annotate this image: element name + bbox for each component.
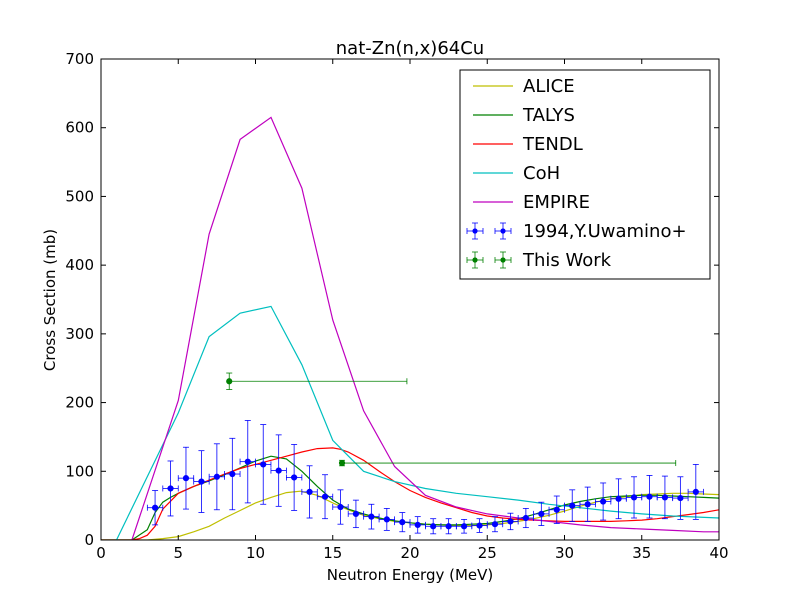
x-axis-label: Neutron Energy (MeV)	[327, 566, 494, 584]
data-point-1994-y-uwamino	[275, 467, 282, 474]
y-tick-label: 300	[65, 325, 94, 343]
legend-box	[459, 69, 711, 280]
y-tick-label: 200	[65, 394, 94, 412]
data-point-1994-y-uwamino	[260, 461, 267, 468]
legend-marker-1994-y-uwamino	[500, 228, 506, 234]
series-line-coh	[115, 305, 719, 540]
data-point-1994-y-uwamino	[600, 498, 607, 505]
data-point-1994-y-uwamino	[569, 502, 576, 509]
legend-label-empire: EMPIRE	[523, 192, 590, 213]
data-point-1994-y-uwamino	[615, 495, 622, 502]
data-point-1994-y-uwamino	[677, 494, 684, 502]
y-tick-label: 100	[65, 462, 94, 480]
data-point-1994-y-uwamino	[460, 523, 468, 530]
x-tick-label: 35	[632, 544, 651, 562]
legend-label-coh: CoH	[523, 163, 560, 184]
y-tick-label: 700	[65, 50, 94, 68]
data-point-1994-y-uwamino	[491, 521, 499, 528]
data-point-1994-y-uwamino	[553, 506, 560, 513]
data-point-1994-y-uwamino	[584, 501, 591, 508]
y-tick-label: 0	[84, 531, 94, 549]
data-point-1994-y-uwamino	[692, 488, 699, 495]
data-point-1994-y-uwamino	[198, 478, 205, 485]
x-tick-label: 10	[246, 544, 265, 562]
data-point-1994-y-uwamino	[368, 513, 375, 520]
data-point-1994-y-uwamino	[182, 475, 190, 482]
y-tick-label: 500	[65, 187, 94, 205]
data-point-1994-y-uwamino	[213, 473, 220, 480]
data-point-1994-y-uwamino	[646, 493, 653, 500]
y-tick-label: 400	[65, 256, 94, 274]
legend-label-tendl: TENDL	[522, 134, 583, 155]
legend-label-alice: ALICE	[523, 76, 575, 97]
legend-label-talys: TALYS	[522, 105, 575, 126]
y-tick-label: 600	[65, 119, 94, 137]
data-point-1994-y-uwamino	[337, 503, 344, 511]
x-tick-label: 15	[323, 544, 342, 562]
x-tick-label: 5	[173, 544, 183, 562]
data-point-1994-y-uwamino	[352, 510, 360, 517]
data-point-1994-y-uwamino	[414, 521, 421, 528]
data-point-1994-y-uwamino	[430, 523, 437, 530]
data-point-1994-y-uwamino	[383, 516, 390, 523]
series-line-empire	[131, 116, 719, 540]
data-point-1994-y-uwamino	[630, 494, 638, 501]
x-tick-label: 0	[96, 544, 106, 562]
data-point-1994-y-uwamino	[306, 488, 313, 495]
legend-marker-1994-y-uwamino	[472, 228, 478, 234]
data-point-this-work	[338, 459, 346, 467]
data-point-1994-y-uwamino	[291, 474, 298, 481]
x-tick-label: 30	[555, 544, 574, 562]
x-tick-label: 20	[400, 544, 419, 562]
data-point-1994-y-uwamino	[244, 458, 251, 465]
data-point-1994-y-uwamino	[151, 504, 159, 511]
data-point-this-work	[226, 378, 233, 385]
data-point-1994-y-uwamino	[167, 485, 174, 492]
data-point-1994-y-uwamino	[507, 518, 514, 525]
x-tick-label: 40	[709, 544, 728, 562]
data-point-1994-y-uwamino	[476, 522, 483, 529]
chart-title: nat-Zn(n,x)64Cu	[336, 38, 484, 59]
data-point-1994-y-uwamino	[522, 514, 529, 522]
legend-label-this-work: This Work	[522, 250, 612, 271]
y-axis-label: Cross Section (mb)	[41, 229, 59, 371]
legend: ALICE TALYS TENDL CoH EMPIRE 1994,Y.Uwamino+ T…	[459, 69, 711, 280]
data-point-1994-y-uwamino	[445, 523, 452, 530]
data-point-1994-y-uwamino	[321, 493, 329, 500]
errorbar-layer	[146, 372, 704, 535]
legend-label-1994-y-uwamino: 1994,Y.Uwamino+	[523, 221, 687, 242]
data-point-1994-y-uwamino	[399, 519, 406, 526]
data-point-1994-y-uwamino	[229, 470, 236, 478]
data-point-1994-y-uwamino	[538, 510, 545, 517]
x-tick-label: 25	[478, 544, 497, 562]
legend-marker-this-work	[472, 257, 478, 263]
legend-marker-this-work	[500, 257, 506, 263]
data-point-1994-y-uwamino	[661, 494, 669, 501]
